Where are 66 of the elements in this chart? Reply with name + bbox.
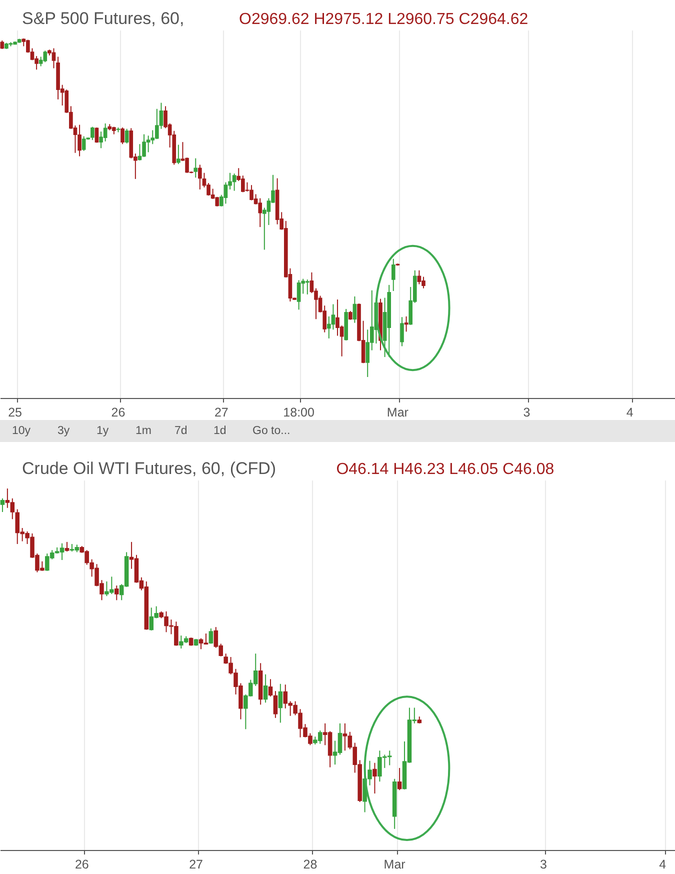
candlestick: [263, 674, 268, 704]
text: 1y: [96, 425, 109, 437]
candlestick: [397, 767, 402, 791]
candlestick: [198, 164, 202, 190]
x-tick-label: 4: [659, 858, 666, 872]
candlestick: [82, 136, 86, 152]
candlestick: [138, 144, 142, 161]
text: 7d: [174, 425, 188, 437]
candlestick: [185, 157, 189, 174]
x-tick-label: Mar: [384, 858, 406, 872]
candlestick: [258, 198, 262, 228]
text: 1m: [136, 425, 152, 437]
x-tick-label: 3: [540, 858, 547, 872]
candlestick: [114, 585, 119, 601]
candlestick: [232, 173, 236, 192]
candlestick: [176, 144, 180, 165]
candlestick: [296, 280, 301, 310]
candlestick: [278, 683, 283, 724]
chart-subtitle: O46.14 H46.23 L46.05 C46.08: [336, 461, 554, 478]
x-tick-label: 27: [189, 858, 204, 872]
candlestick: [352, 296, 357, 324]
x-tick-label: 27: [214, 406, 228, 420]
text: Go to...: [252, 425, 290, 437]
candlestick: [94, 127, 99, 144]
candlestick: [120, 127, 124, 145]
chart-title: S&P 500 Futures, 60,: [22, 9, 184, 28]
chart-subtitle: O2969.62 H2975.12 L2960.75 C2964.62: [239, 11, 528, 28]
candlestick: [268, 678, 273, 697]
candlestick: [208, 628, 214, 644]
chart-title: Crude Oil WTI Futures, 60, (CFD): [22, 459, 276, 478]
candlestick: [124, 128, 129, 144]
candlestick: [52, 48, 56, 69]
candlestick: [64, 541, 70, 552]
candlestick: [273, 690, 278, 718]
x-tick-label: Mar: [386, 406, 408, 420]
x-tick-label: 18:00: [283, 406, 314, 420]
candlestick: [417, 270, 422, 285]
x-tick-label: 26: [111, 406, 126, 420]
candlestick: [250, 184, 254, 201]
text: 1d: [214, 425, 226, 437]
candlestick: [103, 122, 108, 142]
candlestick: [78, 124, 82, 157]
candlestick: [422, 276, 426, 289]
candlestick: [146, 135, 150, 153]
candlestick: [400, 316, 404, 347]
candlestick: [391, 258, 396, 292]
candlestick: [206, 182, 210, 196]
candlestick: [142, 134, 146, 158]
candlestick: [404, 316, 408, 332]
text: 10y: [12, 425, 31, 437]
x-tick-label: 28: [303, 858, 318, 872]
x-tick-label: 3: [523, 406, 530, 420]
candlestick: [336, 298, 340, 336]
candlestick: [43, 50, 48, 63]
text: 3y: [58, 425, 70, 437]
candlestick: [194, 158, 198, 178]
candlestick: [34, 56, 38, 70]
candlestick: [372, 762, 377, 794]
x-tick-label: 25: [8, 406, 22, 420]
candlestick: [99, 131, 103, 149]
x-tick-label: 26: [74, 858, 89, 872]
candlestick: [90, 126, 94, 141]
x-tick-label: 4: [626, 406, 634, 420]
candlestick: [224, 182, 228, 204]
candlestick: [0, 498, 5, 512]
candlestick: [331, 304, 336, 330]
